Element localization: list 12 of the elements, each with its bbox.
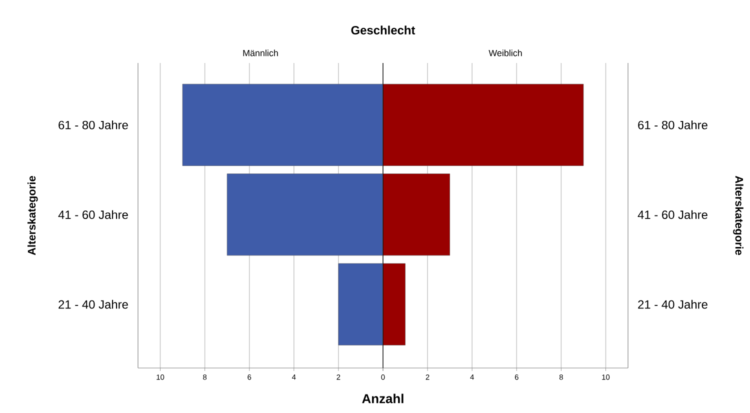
y-tick-label: 61 - 80 Jahre [638, 120, 708, 130]
chart-title: Geschlecht [351, 26, 416, 34]
y-axis-title: Alterskategorie [733, 176, 744, 256]
y-tick-label: 21 - 40 Jahre [638, 300, 708, 309]
y-tick-label: 41 - 60 Jahre [638, 210, 708, 219]
chart-subtitle: Männlich [243, 50, 278, 56]
y-axis-title: Alterskategorie [28, 176, 38, 256]
x-axis-title: Anzahl [362, 394, 404, 404]
y-tick-label: 41 - 60 Jahre [58, 210, 128, 219]
y-tick-label: 61 - 80 Jahre [58, 120, 128, 130]
y-tick-label: 21 - 40 Jahre [58, 300, 128, 309]
chart-subtitle: Weiblich [488, 50, 522, 56]
